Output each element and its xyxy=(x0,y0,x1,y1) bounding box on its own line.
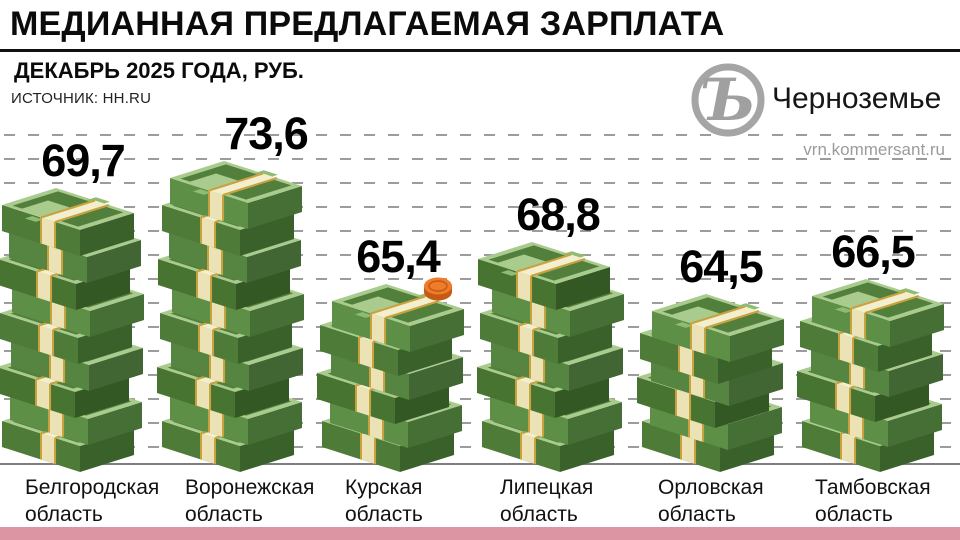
svg-text:Ъ: Ъ xyxy=(700,66,755,134)
chart-subtitle: ДЕКАБРЬ 2025 ГОДА, РУБ. xyxy=(14,58,304,83)
money-stack-1 xyxy=(157,161,304,472)
money-stack-3 xyxy=(477,242,624,472)
value-label-5: 66,5 xyxy=(831,226,916,277)
gridlines xyxy=(4,134,956,448)
money-stack-2 xyxy=(317,284,464,472)
category-label-3: Липецкая область xyxy=(500,476,594,526)
value-label-1: 73,6 xyxy=(224,108,309,159)
coin-icon xyxy=(424,277,452,301)
category-label-4: Орловская область xyxy=(658,476,764,526)
brand-url: vrn.kommersant.ru xyxy=(803,140,945,159)
category-label-2: Курская область xyxy=(345,476,423,526)
value-label-4: 64,5 xyxy=(679,241,764,292)
kommersant-logo-icon: Ъ xyxy=(687,58,769,142)
value-label-3: 68,8 xyxy=(516,189,601,240)
money-stack-0 xyxy=(0,188,144,472)
value-label-2: 65,4 xyxy=(356,231,441,282)
category-label-0: Белгородская область xyxy=(25,476,160,526)
money-stack-5 xyxy=(797,279,944,472)
title-divider xyxy=(0,49,960,52)
category-label-5: Тамбовская область xyxy=(815,476,931,526)
page-title: МЕДИАННАЯ ПРЕДЛАГАЕМАЯ ЗАРПЛАТА xyxy=(10,5,725,43)
data-source: ИСТОЧНИК: HH.RU xyxy=(11,90,152,107)
brand-name: Черноземье xyxy=(772,82,942,115)
category-label-1: Воронежская область xyxy=(185,476,315,526)
money-stack-4 xyxy=(637,294,784,472)
value-label-0: 69,7 xyxy=(41,135,126,186)
footer-accent-bar xyxy=(0,527,960,540)
